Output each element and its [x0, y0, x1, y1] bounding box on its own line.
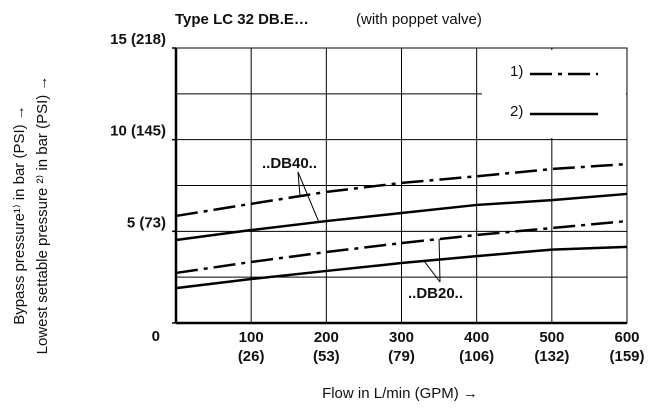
legend-box: [482, 50, 626, 138]
y-axis-label-2: Lowest settable pressure ²⁾ in bar (PSI)…: [34, 76, 51, 355]
series-line: [175, 192, 628, 242]
legend-label: 1): [510, 63, 523, 80]
leader-line: [423, 260, 441, 283]
y-tick-label: 0: [152, 328, 160, 345]
x-tick-label: 200: [314, 329, 339, 346]
legend-label: 2): [510, 103, 523, 120]
y-tick-label: 10 (145): [110, 123, 166, 140]
x-tick-label: 600: [614, 329, 639, 346]
annotation: ..DB40..: [262, 155, 317, 172]
x-tick-label: 500: [539, 329, 564, 346]
x-tick-label: (79): [388, 348, 415, 365]
chart-title: Type LC 32 DB.E…: [175, 11, 309, 28]
leader-line: [297, 171, 320, 223]
x-tick-label: (106): [459, 348, 494, 365]
series-line: [175, 162, 628, 218]
leader-line: [438, 239, 441, 283]
x-tick-label: 300: [389, 329, 414, 346]
x-axis-label: Flow in L/min (GPM) →: [322, 385, 478, 402]
x-tick-label: (53): [313, 348, 340, 365]
y-tick-label: 5 (73): [127, 214, 166, 231]
x-tick-label: 100: [239, 329, 264, 346]
x-tick-label: (26): [238, 348, 265, 365]
series-line: [175, 245, 628, 290]
x-tick-label: (132): [534, 348, 569, 365]
x-tick-label: 400: [464, 329, 489, 346]
x-tick-label: (159): [609, 348, 644, 365]
leader-line: [297, 171, 301, 197]
chart-subtitle: (with poppet valve): [356, 11, 482, 28]
y-axis-label: Bypass pressure¹⁾ in bar (PSI) →: [11, 105, 28, 325]
y-tick-label: 15 (218): [110, 31, 166, 48]
annotation: ..DB20..: [408, 285, 463, 302]
